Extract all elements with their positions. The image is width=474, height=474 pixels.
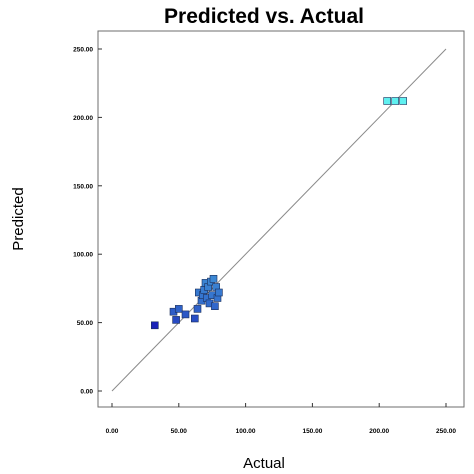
reference-line <box>111 48 447 392</box>
data-point <box>215 288 223 297</box>
x-tick-label: 0.00 <box>106 428 119 435</box>
data-point <box>193 305 202 313</box>
y-axis-label: Predicted <box>10 187 27 250</box>
data-point <box>211 302 219 311</box>
data-points <box>151 97 408 330</box>
data-point <box>151 321 159 330</box>
data-point <box>181 310 190 319</box>
y-tick-label: 150.00 <box>73 183 93 190</box>
y-tick-label: 0.00 <box>80 389 93 396</box>
x-tick-label: 100.00 <box>236 428 256 435</box>
y-tick-label: 250.00 <box>73 47 93 54</box>
data-point <box>175 305 183 313</box>
chart-title: Predicted vs. Actual <box>164 5 364 28</box>
data-point <box>172 316 180 324</box>
y-axis-ticks: 0.00 50.00 100.00 150.00 200.00 250.00 <box>73 47 102 396</box>
y-tick-label: 50.00 <box>77 320 94 327</box>
data-point <box>191 314 199 323</box>
data-point <box>391 97 400 105</box>
data-point <box>209 274 218 283</box>
data-point <box>399 97 408 105</box>
plot-frame <box>97 30 465 408</box>
x-axis-label: Actual <box>243 455 285 472</box>
x-tick-label: 200.00 <box>369 428 389 435</box>
x-axis-ticks: 0.00 50.00 100.00 150.00 200.00 250.00 <box>106 403 456 435</box>
data-point <box>383 97 392 105</box>
x-tick-label: 150.00 <box>302 428 322 435</box>
x-tick-label: 250.00 <box>436 428 456 435</box>
y-tick-label: 100.00 <box>73 252 93 259</box>
x-tick-label: 50.00 <box>171 428 188 435</box>
y-tick-label: 200.00 <box>73 115 93 122</box>
